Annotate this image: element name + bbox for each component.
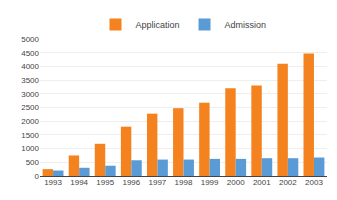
svg-text:Application: Application	[136, 20, 180, 30]
svg-text:0: 0	[35, 172, 40, 181]
svg-text:1995: 1995	[96, 178, 114, 187]
svg-text:Admission: Admission	[225, 20, 267, 30]
svg-text:4000: 4000	[21, 62, 39, 71]
svg-text:2003: 2003	[305, 178, 323, 187]
svg-text:2000: 2000	[227, 178, 245, 187]
svg-text:1996: 1996	[122, 178, 140, 187]
svg-text:3500: 3500	[21, 76, 39, 85]
svg-text:1999: 1999	[201, 178, 219, 187]
svg-text:2000: 2000	[21, 117, 39, 126]
svg-text:4500: 4500	[21, 49, 39, 58]
svg-text:2002: 2002	[279, 178, 297, 187]
svg-text:1994: 1994	[70, 178, 88, 187]
svg-text:3000: 3000	[21, 90, 39, 99]
svg-text:5000: 5000	[21, 35, 39, 44]
svg-text:1500: 1500	[21, 131, 39, 140]
svg-text:1000: 1000	[21, 144, 39, 153]
svg-text:1993: 1993	[44, 178, 62, 187]
svg-text:1997: 1997	[149, 178, 167, 187]
svg-text:2500: 2500	[21, 103, 39, 112]
svg-text:1998: 1998	[175, 178, 193, 187]
svg-text:2001: 2001	[253, 178, 271, 187]
svg-text:500: 500	[26, 158, 40, 167]
